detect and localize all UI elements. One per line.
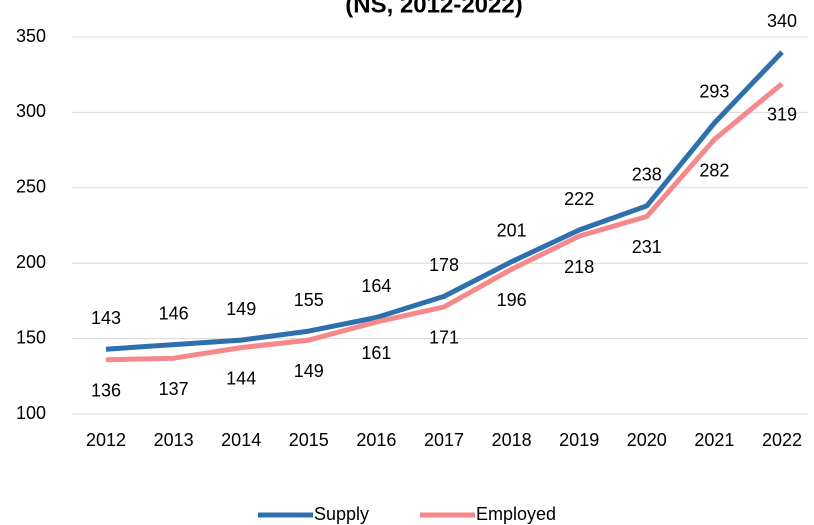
y-tick-label: 100 (16, 403, 46, 423)
y-tick-label: 300 (16, 101, 46, 121)
line-series (105, 50, 784, 352)
data-label: 161 (361, 343, 391, 363)
y-tick-label: 350 (16, 26, 46, 46)
data-label: 319 (767, 104, 797, 124)
data-label: 171 (429, 328, 459, 348)
data-label: 231 (632, 237, 662, 257)
x-tick-label: 2021 (694, 430, 734, 450)
x-tick-label: 2018 (492, 430, 532, 450)
data-label: 146 (159, 303, 189, 323)
data-label: 144 (226, 368, 256, 388)
data-label: 196 (497, 290, 527, 310)
x-tick-label: 2022 (762, 430, 802, 450)
x-tick-label: 2013 (154, 430, 194, 450)
data-label: 136 (91, 380, 121, 400)
data-label: 340 (767, 11, 797, 31)
chart-title: (NS, 2012-2022) (345, 0, 522, 18)
data-label: 149 (226, 299, 256, 319)
x-tick-label: 2014 (221, 430, 261, 450)
x-tick-label: 2016 (356, 430, 396, 450)
data-label: 218 (564, 257, 594, 277)
y-tick-label: 150 (16, 327, 46, 347)
x-tick-label: 2012 (86, 430, 126, 450)
data-label: 137 (159, 379, 189, 399)
data-label: 293 (699, 82, 729, 102)
data-label: 164 (361, 276, 391, 296)
x-tick-label: 2020 (627, 430, 667, 450)
data-label: 155 (294, 290, 324, 310)
data-label: 238 (632, 165, 662, 185)
x-tick-label: 2019 (559, 430, 599, 450)
data-label: 282 (699, 160, 729, 180)
line-series (105, 81, 784, 363)
data-label: 149 (294, 361, 324, 381)
y-tick-label: 200 (16, 252, 46, 272)
x-tick-label: 2017 (424, 430, 464, 450)
legend-label: Employed (476, 504, 556, 524)
data-label: 178 (429, 255, 459, 275)
x-tick-label: 2015 (289, 430, 329, 450)
data-label: 201 (497, 220, 527, 240)
data-label: 222 (564, 189, 594, 209)
data-label: 143 (91, 308, 121, 328)
y-tick-label: 250 (16, 177, 46, 197)
legend-label: Supply (314, 504, 369, 524)
